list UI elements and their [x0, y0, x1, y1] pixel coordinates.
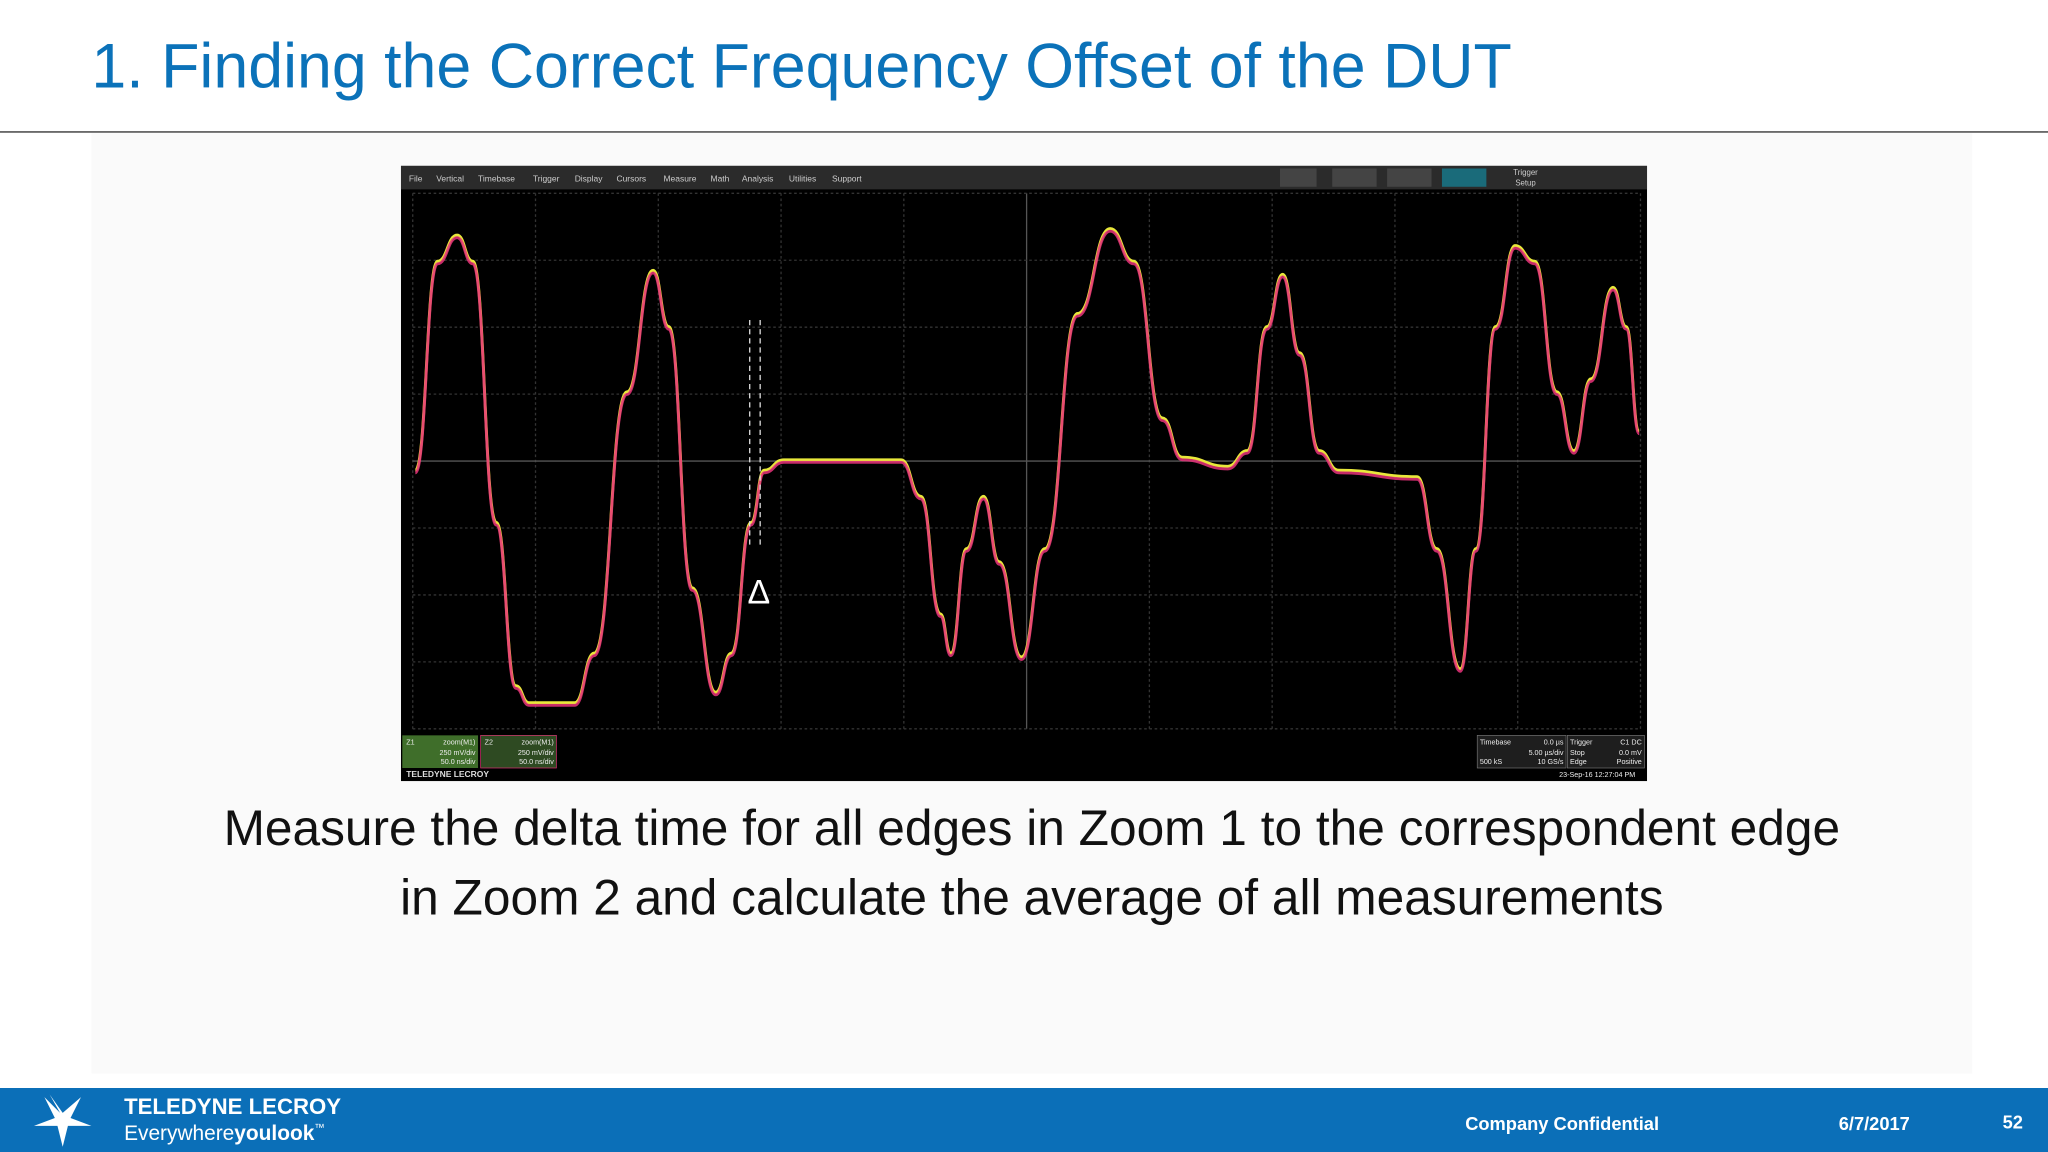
title: 1. Finding the Correct Frequency Offset … — [91, 32, 1511, 102]
scope-frame — [400, 165, 1648, 782]
zoom2-tdiv: 50.0 ns/div — [519, 758, 554, 766]
zoom1-vdiv: 250 mV/div — [440, 749, 476, 757]
body-text: in Zoom 2 and calculate the average of a… — [400, 869, 1663, 925]
timestamp: 23-Sep-16 12:27:04 PM — [1559, 771, 1635, 779]
zoom1-tdiv: 50.0 ns/div — [441, 758, 476, 766]
menu-item: Math — [711, 174, 730, 184]
menu-item: Measure — [664, 174, 697, 184]
tagline-pre: Everywhere — [124, 1122, 234, 1145]
tagline-bold: youlook — [234, 1122, 314, 1145]
footer-confidential: Company Confidential — [1465, 1113, 1659, 1134]
trigger-setup: Trigger — [1513, 168, 1538, 177]
zoom2-id: Z2 — [485, 738, 493, 746]
footer-brand: TELEDYNE LECROY — [124, 1094, 341, 1119]
menu-item: Vertical — [436, 174, 464, 184]
trigger-box — [1567, 735, 1645, 769]
zoom1-box — [402, 735, 479, 768]
zoom2-box — [480, 735, 557, 769]
trigger-source: C1 DC — [1620, 738, 1642, 746]
timebase-div: 5.00 µs/div — [1529, 749, 1564, 757]
footer-bar — [0, 1088, 2048, 1152]
tool-button — [1332, 168, 1377, 187]
trigger-setup: Setup — [1515, 178, 1536, 187]
trigger-level: 0.0 mV — [1619, 749, 1642, 757]
footer-page: 52 — [2003, 1111, 2023, 1132]
timebase-label: Timebase — [1480, 738, 1511, 746]
menu-item: Timebase — [478, 174, 515, 184]
timebase-samples: 500 kS — [1480, 758, 1503, 766]
menu-item: Trigger — [533, 174, 560, 184]
timebase-rate: 10 GS/s — [1538, 758, 1564, 766]
grid — [412, 192, 1642, 730]
zoom1-id: Z1 — [406, 738, 414, 746]
menu-item: File — [409, 174, 423, 184]
trigger-type: Edge — [1570, 758, 1587, 766]
scope-brand: TELEDYNE LECROY — [406, 769, 489, 779]
oscilloscope-screenshot: File Vertical Timebase Trigger Display Cursor… — [400, 165, 1648, 782]
waveform-zoom2 — [413, 229, 1641, 707]
menu-item: Display — [575, 174, 604, 184]
tool-button — [1441, 168, 1487, 187]
zoom2-src: zoom(M1) — [522, 738, 554, 746]
footer-logo-mark — [33, 1094, 92, 1147]
menu: File Vertical Timebase Trigger Display Cursor… — [409, 174, 862, 184]
zoom1-src: zoom(M1) — [443, 738, 475, 746]
tagline-tm: ™ — [314, 1123, 324, 1134]
menu-item: Support — [832, 174, 862, 184]
trigger-mode: Stop — [1570, 749, 1585, 757]
tool-button — [1280, 168, 1317, 187]
timebase-delay: 0.0 µs — [1544, 738, 1564, 746]
menu-item: Cursors — [616, 174, 646, 184]
body-text: Measure the delta time for all edges in … — [224, 800, 1841, 856]
footer-tagline: Everywhereyoulook™ — [124, 1122, 325, 1145]
status-labels: Timebase 0.0 µs 5.00 µs/div 500 kS 10 GS… — [1480, 738, 1642, 779]
delta-label: Δ — [748, 573, 771, 611]
zoom-labels: Z1 zoom(M1) 250 mV/div 50.0 ns/div Z2 zo… — [406, 738, 554, 766]
trigger-label: Trigger — [1570, 738, 1593, 746]
trigger-slope: Positive — [1617, 758, 1642, 766]
menu-item: Utilities — [789, 174, 816, 184]
tool-button — [1387, 168, 1432, 187]
zoom2-vdiv: 250 mV/div — [518, 749, 554, 757]
footer-date: 6/7/2017 — [1839, 1113, 1910, 1134]
menu-item: Analysis — [742, 174, 774, 184]
timebase-box — [1476, 735, 1567, 769]
